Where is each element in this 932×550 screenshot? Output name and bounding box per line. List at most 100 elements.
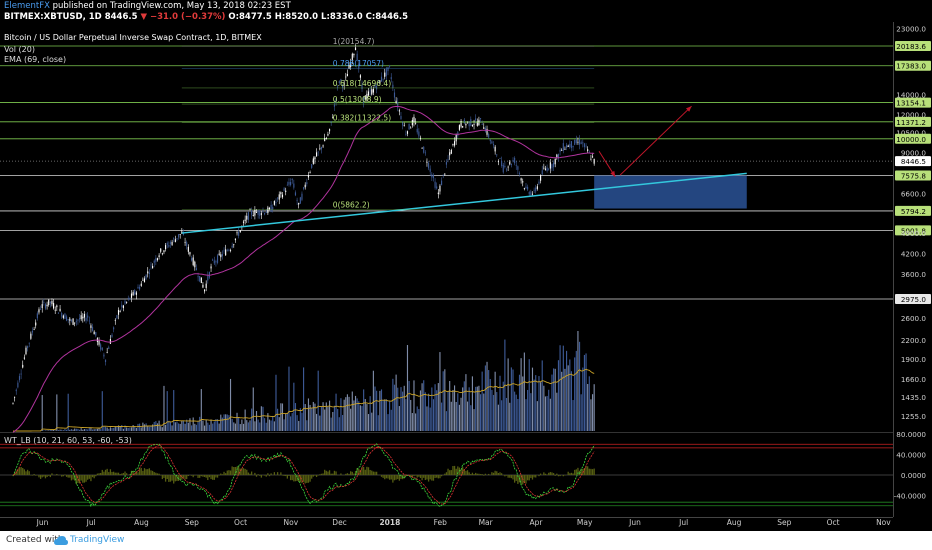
osc-histogram-bar [457, 466, 459, 475]
osc-histogram-bar [121, 473, 123, 475]
time-axis-label: Apr [529, 518, 543, 527]
volume-bar [306, 420, 308, 431]
volume-bar [203, 425, 206, 431]
osc-histogram-bar [414, 475, 417, 476]
price-axis-label: 1435.0 [901, 393, 927, 402]
candle-body [473, 124, 475, 125]
volume-bar [554, 368, 556, 431]
candle-body [578, 139, 581, 145]
volume-bar [588, 376, 590, 431]
volume-bar [423, 380, 425, 431]
volume-bar [113, 427, 115, 431]
volume-bar [408, 380, 410, 431]
osc-histogram-bar [494, 470, 496, 475]
candle-body [53, 303, 55, 309]
volume-bar [312, 401, 314, 431]
volume-bar [87, 429, 89, 431]
osc-histogram-bar [143, 468, 146, 475]
candle-body [400, 116, 402, 119]
candle-body [348, 65, 350, 69]
legend-ema[interactable]: EMA (69, close) [4, 55, 67, 64]
osc-histogram-bar [496, 471, 498, 475]
candle-body [233, 244, 235, 246]
legend-wt[interactable]: WT_LB (10, 21, 60, 53, -60, -53) [4, 436, 132, 445]
osc-histogram-bar [260, 475, 263, 478]
candle-body [462, 126, 464, 128]
candle-body [423, 146, 425, 153]
volume-bar [582, 367, 584, 431]
candle-body [75, 320, 77, 322]
volume-bar [189, 418, 191, 431]
candle-body [463, 119, 465, 124]
volume-bar [499, 375, 501, 431]
volume-bar [218, 423, 220, 431]
volume-bar [561, 371, 563, 431]
legend-vol[interactable]: Vol (20) [4, 45, 35, 54]
candle-body [566, 144, 568, 148]
candle-body [147, 271, 149, 274]
osc-histogram-bar [236, 466, 238, 475]
osc-histogram-bar [434, 475, 436, 478]
candle-body [312, 158, 314, 164]
candle-body [275, 202, 277, 203]
candle-body [35, 322, 37, 326]
osc-histogram-bar [369, 469, 371, 475]
volume-bar [293, 382, 295, 431]
osc-histogram-bar [552, 473, 555, 475]
price-axis-label: 23000.0 [896, 25, 926, 34]
candle-body [88, 320, 90, 322]
osc-histogram-bar [151, 470, 154, 475]
volume-bar [441, 402, 443, 431]
time-axis-label: Aug [727, 518, 742, 527]
candle-body [341, 84, 344, 88]
osc-histogram-bar [421, 475, 423, 481]
osc-histogram-bar [572, 473, 574, 475]
candle-body [101, 347, 103, 351]
osc-histogram-bar [132, 471, 134, 475]
candle-body [303, 187, 305, 189]
osc-histogram-bar [226, 470, 228, 475]
osc-histogram-bar [62, 475, 64, 477]
volume-bar [434, 384, 436, 431]
volume-bar [64, 428, 66, 431]
candle-body [533, 189, 535, 191]
tradingview-brand[interactable]: TradingView [70, 535, 125, 545]
osc-histogram-bar [70, 475, 73, 481]
candle-body [593, 158, 595, 164]
osc-histogram-bar [67, 475, 69, 478]
candle-body [255, 212, 258, 213]
candle-body [25, 347, 27, 355]
candle-body [301, 193, 303, 200]
volume-bar [246, 420, 248, 431]
volume-bar [332, 412, 334, 431]
osc-histogram-bar [416, 475, 418, 478]
author-link[interactable]: ElementFX [4, 1, 50, 11]
osc-histogram-bar [335, 471, 337, 475]
price-axis-label: 13154.1 [896, 99, 926, 108]
candle-body [304, 184, 306, 188]
candle-body [49, 301, 51, 303]
created-with-text: Created with [6, 535, 64, 545]
volume-bar [361, 405, 363, 431]
candle-body [374, 84, 376, 88]
fib-level-label: 0.618(14696.4) [333, 79, 391, 88]
candle-body [514, 157, 516, 164]
candle-body [397, 102, 399, 108]
osc-histogram-bar [124, 471, 126, 475]
candle-body [556, 154, 558, 158]
price-axis-label: 5001.8 [901, 226, 927, 235]
volume-bar [316, 413, 318, 431]
osc-histogram-bar [129, 474, 131, 475]
candle-body [74, 322, 76, 324]
osc-histogram-bar [122, 472, 125, 475]
volume-bar [442, 371, 444, 431]
volume-bar [489, 379, 491, 431]
osc-histogram-bar [359, 469, 362, 475]
candle-body [403, 125, 405, 127]
osc-histogram-bar [463, 469, 465, 475]
osc-histogram-bar [155, 472, 157, 475]
osc-histogram-bar [439, 475, 441, 479]
ohlc-values: O:8477.5 H:8520.0 L:8336.0 C:8446.5 [228, 12, 409, 22]
volume-bar [387, 414, 389, 431]
